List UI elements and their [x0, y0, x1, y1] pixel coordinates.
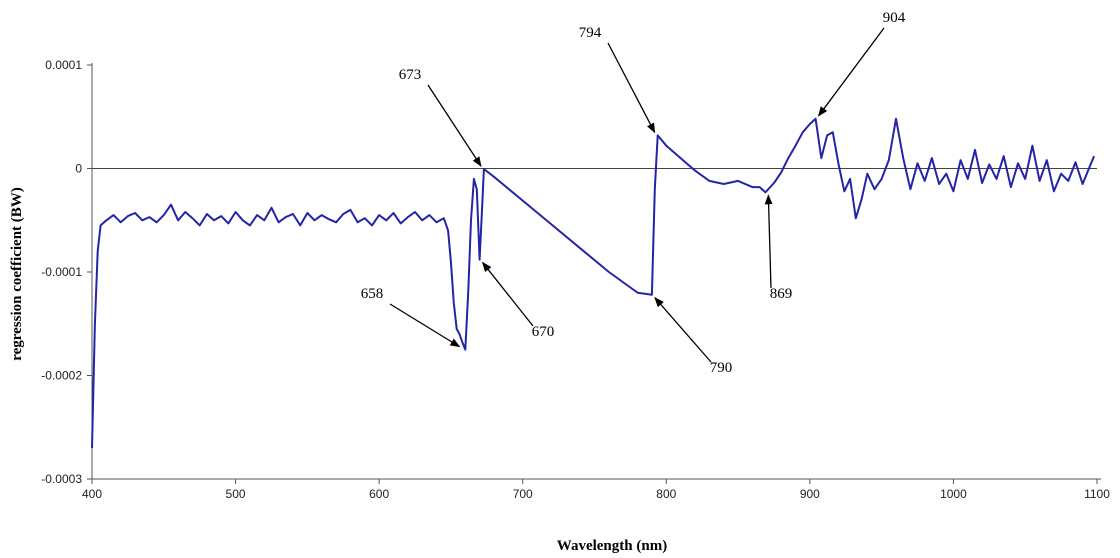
x-axis-title: Wavelength (nm) [557, 538, 667, 554]
x-tick-label: 400 [82, 487, 102, 501]
x-tick-label: 900 [800, 487, 820, 501]
annotation-arrow [427, 84, 482, 167]
annotation-arrow [764, 194, 773, 289]
annotation-label: 904 [883, 10, 906, 26]
annotation-arrow [389, 303, 461, 348]
x-axis-ticks: 400 500 600 700 800 900 1000 1100 [82, 479, 1110, 501]
y-axis-ticks: 0.0001 0 -0.0001 -0.0002 -0.0003 [41, 58, 92, 486]
x-tick-label: 500 [226, 487, 246, 501]
chart-axes [91, 63, 1101, 480]
x-tick-label: 700 [513, 487, 533, 501]
annotation-arrow [654, 297, 712, 363]
annotation-label: 869 [770, 286, 793, 302]
annotation-label: 658 [361, 286, 384, 302]
x-tick-label: 1100 [1084, 487, 1110, 501]
annotation-arrow [607, 42, 656, 134]
x-tick-label: 600 [369, 487, 389, 501]
annotation-label: 794 [579, 25, 602, 41]
annotation-arrow [482, 261, 534, 327]
annotation-label: 670 [532, 324, 555, 340]
annotation-label: 790 [710, 360, 733, 376]
y-tick-label: -0.0003 [41, 472, 82, 486]
y-tick-label: -0.0002 [41, 369, 82, 383]
y-tick-label: 0 [75, 162, 82, 176]
annotation-arrow [818, 27, 885, 117]
y-axis-title: regression coefficient (BW) [9, 187, 25, 361]
y-tick-label: 0.0001 [45, 58, 82, 72]
plot-area [91, 117, 1096, 449]
annotation-label: 673 [399, 67, 422, 83]
y-tick-label: -0.0001 [41, 265, 82, 279]
x-tick-label: 1000 [940, 487, 967, 501]
series-line [91, 117, 1096, 449]
wavelength-annotations: 658 670 673 790 794 869 904 [361, 10, 906, 376]
x-tick-label: 800 [656, 487, 676, 501]
